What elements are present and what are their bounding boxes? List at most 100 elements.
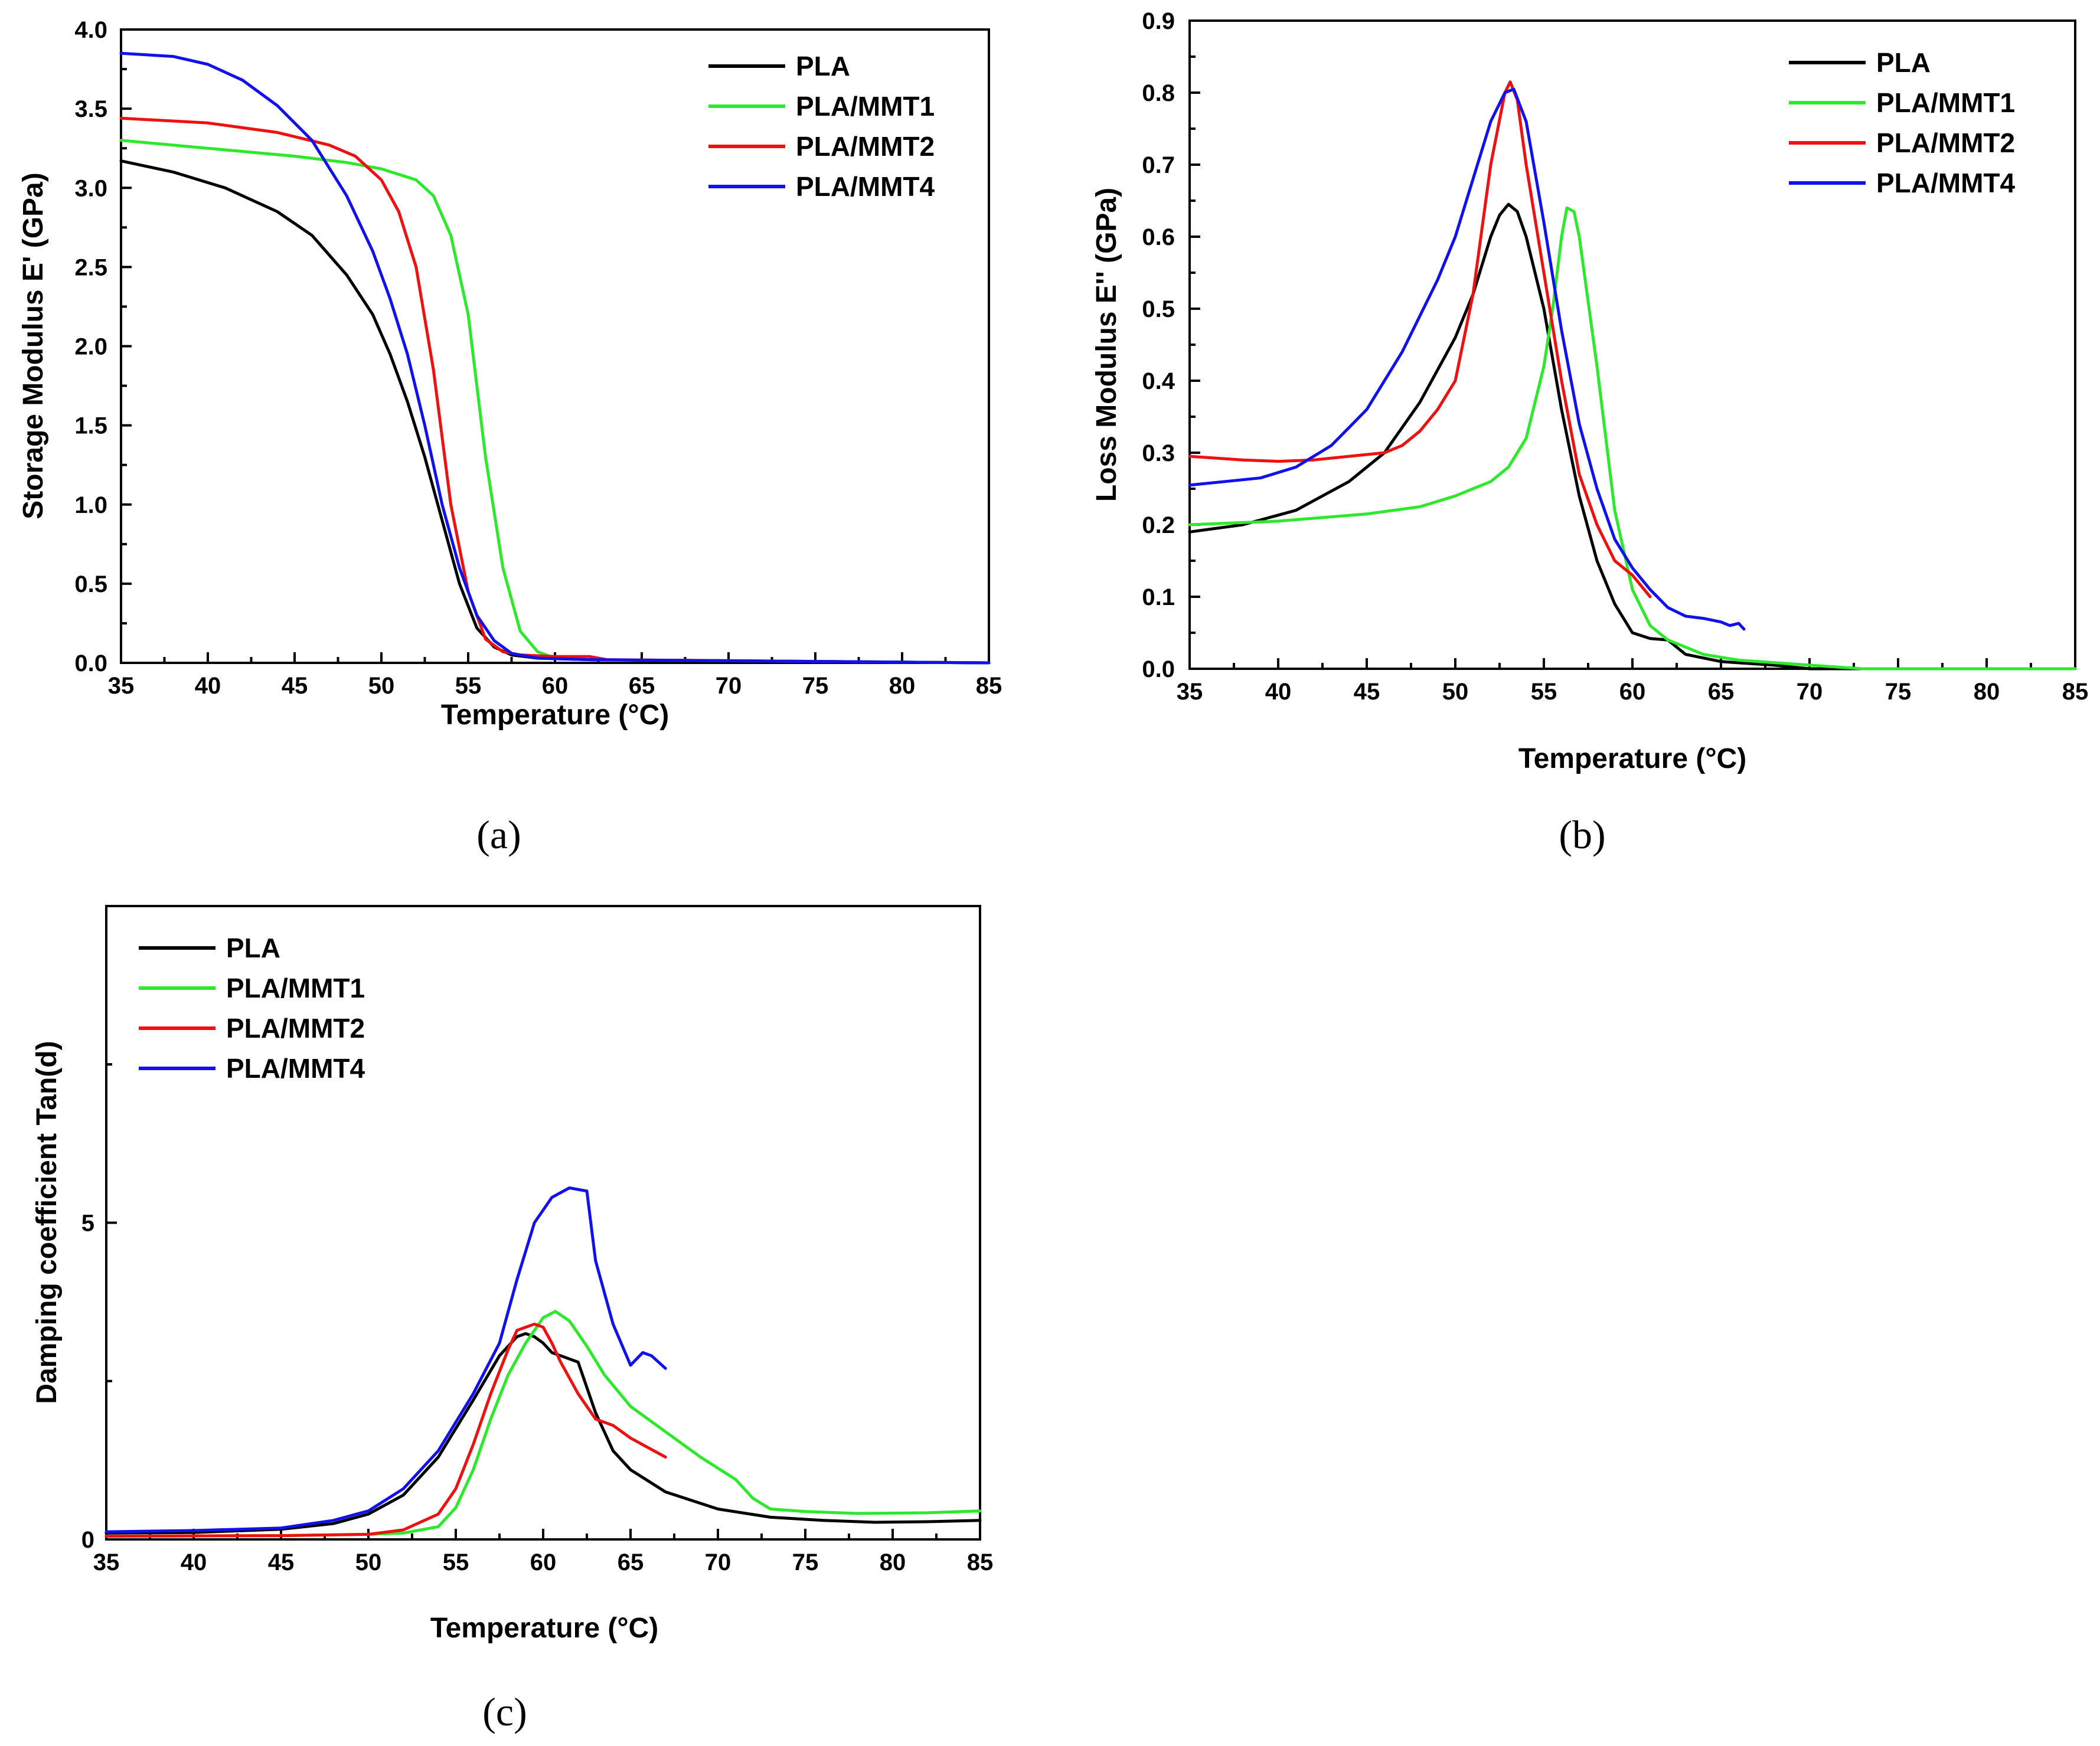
plot-frame-a	[120, 28, 990, 664]
x-tick-label-c: 70	[705, 1549, 731, 1575]
y-tick-label-a: 3.0	[74, 175, 107, 201]
legend-label: PLA/MMT2	[796, 131, 935, 162]
y-tick-label-b: 0.1	[1142, 584, 1175, 610]
legend-label: PLA/MMT1	[796, 91, 935, 122]
legend-label: PLA/MMT1	[1876, 87, 2015, 118]
x-axis-label-c: Temperature (°C)	[430, 1613, 658, 1644]
x-tick-label-c: 55	[443, 1549, 469, 1575]
legend-label: PLA	[796, 51, 850, 81]
series-line-pla-mmt4	[119, 51, 991, 665]
y-tick-label-a: 0.0	[74, 650, 107, 676]
legend-b: PLA PLA/MMT1 PLA/MMT2 PLA/MMT4	[1789, 47, 2016, 198]
chart-storage-modulus: 35 40 45 50 55 60 65 70 75 80 85 0.0 0.5 1.0 1.5 2.0 2.5…	[18, 17, 1002, 857]
series-line-pla-mmt4	[1188, 87, 1746, 631]
y-tick-label-b: 0.7	[1142, 152, 1175, 178]
series-line-pla-mmt1	[119, 139, 991, 665]
series-lines-a	[119, 51, 991, 665]
y-tick-label-a: 3.5	[74, 96, 107, 122]
y-axis-label-c: Damping coefficient Tan(d)	[31, 1041, 63, 1404]
series-line-pla-mmt2	[1188, 80, 1652, 599]
series-line-pla-mmt4	[104, 1186, 667, 1534]
y-tick-label-b: 0.9	[1142, 8, 1175, 34]
legend-a: PLA PLA/MMT1 PLA/MMT2 PLA/MMT4	[708, 51, 935, 202]
x-tick-label-c: 85	[967, 1549, 994, 1575]
y-axis-label-b: Loss Modulus E'' (GPa)	[1091, 188, 1122, 502]
y-tick-label-b: 0.5	[1142, 296, 1175, 322]
y-tick-label-b: 0.3	[1142, 440, 1175, 466]
x-tick-label-a: 70	[716, 673, 742, 699]
y-tick-label-a: 1.5	[74, 413, 107, 439]
x-axis-label-b: Temperature (°C)	[1518, 743, 1746, 774]
series-line-pla	[119, 159, 991, 665]
axis-ticks-a: 35 40 45 50 55 60 65 70 75 80 85 0.0 0.5 1.0 1.5 2.0 2.5…	[74, 17, 1002, 699]
y-tick-label-a: 0.5	[74, 571, 107, 597]
series-line-pla-mmt2	[119, 116, 991, 665]
series-line-pla-mmt1	[1188, 206, 2077, 671]
y-tick-label-c: 0	[81, 1527, 94, 1553]
x-tick-label-b: 80	[1974, 679, 2000, 705]
x-tick-label-c: 50	[355, 1549, 382, 1575]
y-tick-label-a: 2.0	[74, 334, 107, 360]
x-tick-label-b: 85	[2062, 679, 2089, 705]
y-tick-label-a: 2.5	[74, 254, 107, 280]
legend-c: PLA PLA/MMT1 PLA/MMT2 PLA/MMT4	[139, 933, 365, 1084]
x-axis-label-a: Temperature (°C)	[441, 699, 669, 731]
series-line-pla-mmt1	[104, 1310, 982, 1538]
legend-label: PLA	[226, 933, 280, 963]
x-tick-label-a: 80	[889, 673, 916, 699]
x-tick-label-c: 35	[93, 1549, 120, 1575]
x-tick-label-c: 40	[181, 1549, 207, 1575]
y-tick-label-b: 0.4	[1142, 368, 1175, 394]
x-tick-label-c: 80	[880, 1549, 906, 1575]
legend-label: PLA/MMT2	[1876, 127, 2015, 158]
series-lines-b	[1188, 80, 2077, 671]
series-lines-c	[104, 1186, 982, 1538]
x-tick-label-a: 45	[282, 673, 308, 699]
legend-label: PLA/MMT4	[1876, 168, 2016, 198]
x-tick-label-b: 45	[1354, 679, 1380, 705]
series-line-pla	[1188, 202, 2077, 671]
x-tick-label-a: 40	[195, 673, 221, 699]
x-tick-label-b: 70	[1797, 679, 1823, 705]
x-tick-label-b: 50	[1442, 679, 1469, 705]
x-tick-label-a: 55	[455, 673, 482, 699]
x-tick-label-a: 75	[802, 673, 829, 699]
x-tick-label-b: 40	[1265, 679, 1292, 705]
chart-damping-coefficient: 35 40 45 50 55 60 65 70 75 80 85 0 5 PLA PLA/MMT1 PLA/…	[31, 905, 994, 1734]
panel-label-a: (a)	[476, 812, 521, 857]
y-tick-label-b: 0.2	[1142, 512, 1175, 538]
x-tick-label-a: 60	[542, 673, 569, 699]
x-tick-label-b: 60	[1619, 679, 1646, 705]
x-tick-label-a: 65	[629, 673, 655, 699]
series-line-pla	[104, 1332, 982, 1535]
legend-label: PLA/MMT4	[796, 171, 935, 202]
x-tick-label-b: 75	[1885, 679, 1912, 705]
legend-label: PLA/MMT1	[226, 973, 365, 1003]
x-tick-label-a: 35	[108, 673, 135, 699]
legend-label: PLA/MMT4	[226, 1053, 365, 1084]
y-tick-label-c: 5	[81, 1211, 94, 1237]
x-tick-label-c: 45	[268, 1549, 295, 1575]
x-tick-label-a: 85	[976, 673, 1002, 699]
x-tick-label-c: 65	[618, 1549, 644, 1575]
panel-label-c: (c)	[482, 1689, 527, 1734]
x-tick-label-b: 65	[1708, 679, 1735, 705]
x-tick-label-c: 75	[792, 1549, 819, 1575]
y-tick-label-b: 0.8	[1142, 80, 1175, 106]
panel-label-b: (b)	[1559, 812, 1605, 857]
y-tick-label-a: 4.0	[74, 17, 107, 43]
legend-label: PLA	[1876, 47, 1931, 78]
axis-ticks-c: 35 40 45 50 55 60 65 70 75 80 85 0 5	[81, 1063, 994, 1575]
y-tick-label-a: 1.0	[74, 492, 107, 518]
y-tick-label-b: 0.0	[1142, 656, 1175, 682]
y-tick-label-b: 0.6	[1142, 224, 1175, 250]
chart-loss-modulus: 35 40 45 50 55 60 65 70 75 80 85 0.0 0.1 0.2 0.3 0.4 0.5…	[1091, 8, 2088, 857]
x-tick-label-c: 60	[530, 1549, 557, 1575]
x-tick-label-b: 55	[1531, 679, 1557, 705]
x-tick-label-a: 50	[368, 673, 395, 699]
x-tick-label-b: 35	[1177, 679, 1203, 705]
axis-ticks-b: 35 40 45 50 55 60 65 70 75 80 85 0.0 0.1 0.2 0.3 0.4 0.5…	[1142, 8, 2088, 705]
y-axis-label-a: Storage Modulus E' (GPa)	[18, 172, 49, 519]
series-line-pla-mmt2	[104, 1322, 667, 1538]
